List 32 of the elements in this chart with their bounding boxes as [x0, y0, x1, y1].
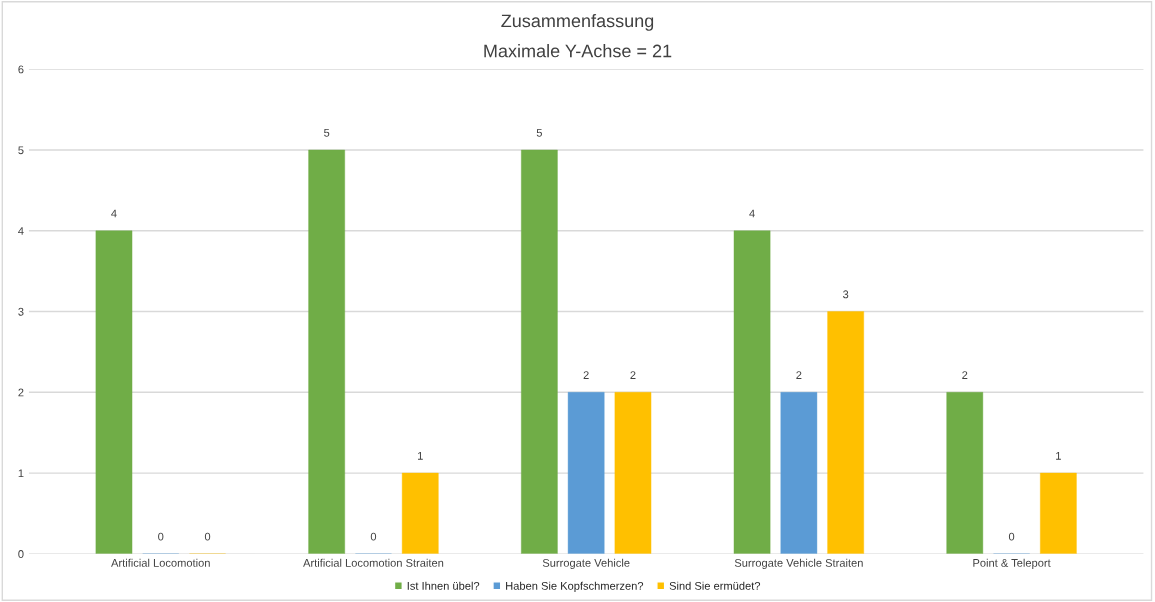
data-label: 0 — [370, 532, 377, 541]
x-tick-label: Artificial Locomotion Straiten — [303, 558, 444, 567]
y-tick-label: 6 — [18, 65, 24, 74]
y-tick-label: 4 — [18, 227, 24, 235]
x-tick-label: Point & Teleport — [973, 558, 1051, 570]
data-label: 4 — [111, 209, 117, 218]
legend-label: Haben Sie Kopfschmerzen? — [506, 581, 644, 592]
data-label: 5 — [324, 128, 330, 137]
y-tick-label: 1 — [18, 469, 24, 478]
y-tick-label: 3 — [18, 307, 24, 316]
data-label: 2 — [583, 371, 589, 379]
data-label: 0 — [204, 532, 211, 541]
x-tick-label: Surrogate Vehicle Straiten — [734, 558, 863, 570]
y-tick-label: 0 — [18, 550, 24, 558]
data-label: 1 — [418, 452, 423, 460]
y-tick-label: 5 — [18, 146, 24, 155]
data-label: 2 — [630, 371, 636, 379]
data-label: 4 — [749, 209, 755, 218]
x-tick-label: Surrogate Vehicle — [542, 558, 630, 570]
data-label: 1 — [1056, 452, 1061, 460]
legend-label: Sind Sie ermüdet? — [669, 581, 761, 590]
data-label: 3 — [843, 290, 849, 299]
data-label: 2 — [796, 371, 802, 379]
data-label: 0 — [158, 532, 164, 541]
chart-subtitle: Maximale Y-Achse = 21 — [484, 44, 672, 58]
data-label: 0 — [1008, 532, 1015, 541]
data-label: 5 — [536, 128, 542, 137]
legend-label: Ist Ihnen übel? — [407, 581, 480, 590]
data-label: 2 — [962, 371, 968, 379]
chart-title: Zusammenfassung — [501, 14, 654, 31]
y-tick-label: 2 — [18, 388, 24, 397]
x-tick-label: Artificial Locomotion — [111, 558, 210, 567]
